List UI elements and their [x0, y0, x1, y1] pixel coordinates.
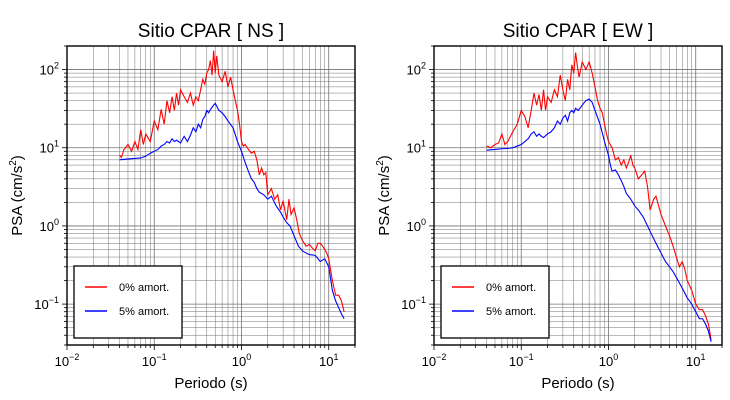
chart-title: Sitio CPAR [ NS ]: [138, 21, 284, 42]
x-tick-exp: 1: [333, 352, 338, 362]
legend: 0% amort. 5% amort.: [73, 265, 183, 339]
x-tick-exp: 0: [613, 352, 618, 362]
x-tick-exp: −2: [436, 352, 446, 362]
x-tick-exp: 0: [246, 352, 251, 362]
y-axis-label-close: ): [376, 155, 393, 160]
y-axis-label-sup: 2: [375, 160, 386, 166]
x-axis-label: Periodo (s): [174, 375, 247, 392]
x-tick-exp: −2: [69, 352, 79, 362]
series-line-0pct: [119, 50, 345, 312]
y-tick-exp: 0: [421, 217, 426, 227]
legend-label: 0% amort.: [486, 282, 536, 294]
y-tick-base: 10: [407, 219, 421, 234]
y-tick-exp: −1: [416, 295, 426, 305]
y-tick-label: 101: [407, 139, 426, 156]
chart-panel-1: Sitio CPAR [ EW ]10−2 10−1 100 10110−110010…: [375, 21, 723, 392]
y-tick-base: 10: [40, 219, 54, 234]
x-tick-base: 10: [686, 354, 700, 369]
x-tick-label: 10−2: [422, 352, 447, 369]
x-tick-base: 10: [319, 354, 333, 369]
y-tick-exp: −1: [49, 295, 59, 305]
plot-frame: [66, 45, 356, 346]
y-tick-label: 10−1: [34, 295, 59, 312]
legend-label: 5% amort.: [119, 306, 169, 318]
x-tick-label: 101: [319, 352, 338, 369]
y-tick-base: 10: [40, 63, 54, 78]
y-tick-label: 10−1: [401, 295, 426, 312]
x-tick-label: 100: [599, 352, 618, 369]
y-axis-label: PSA (cm/s2): [375, 155, 393, 236]
x-tick-base: 10: [55, 354, 69, 369]
x-tick-label: 10−2: [55, 352, 80, 369]
y-tick-label: 102: [407, 61, 426, 78]
y-tick-exp: 2: [421, 61, 426, 71]
x-tick-exp: −1: [523, 352, 533, 362]
x-tick-exp: 1: [700, 352, 705, 362]
x-tick-base: 10: [509, 354, 523, 369]
x-tick-base: 10: [422, 354, 436, 369]
y-axis-label-main: PSA (cm/s: [376, 166, 393, 236]
y-tick-exp: 2: [54, 61, 59, 71]
x-tick-label: 10−1: [509, 352, 534, 369]
y-tick-base: 10: [34, 297, 48, 312]
x-tick-base: 10: [232, 354, 246, 369]
series-line-5pct: [119, 102, 345, 320]
y-tick-base: 10: [407, 63, 421, 78]
x-tick-base: 10: [142, 354, 156, 369]
y-axis-label-main: PSA (cm/s: [9, 166, 26, 236]
chart-panel-0: Sitio CPAR [ NS ]10−2 10−1 100 10110−110010…: [8, 21, 356, 392]
y-tick-base: 10: [401, 297, 415, 312]
y-axis-label-sup: 2: [8, 160, 19, 166]
y-tick-label: 100: [40, 217, 59, 234]
x-tick-label: 10−1: [142, 352, 167, 369]
x-tick-exp: −1: [156, 352, 166, 362]
y-axis-label: PSA (cm/s2): [8, 155, 26, 236]
x-tick-label: 101: [686, 352, 705, 369]
plot-frame: [433, 45, 723, 346]
y-tick-exp: 0: [54, 217, 59, 227]
y-tick-exp: 1: [421, 139, 426, 149]
legend-box: [73, 265, 183, 339]
x-axis-label: Periodo (s): [541, 375, 614, 392]
series-line-0pct: [486, 52, 712, 340]
y-tick-exp: 1: [54, 139, 59, 149]
legend-label: 0% amort.: [119, 282, 169, 294]
x-tick-base: 10: [599, 354, 613, 369]
chart-title: Sitio CPAR [ EW ]: [503, 21, 654, 42]
legend-label: 5% amort.: [486, 306, 536, 318]
y-tick-base: 10: [407, 141, 421, 156]
series-line-5pct: [486, 98, 712, 342]
legend-box: [440, 265, 550, 339]
y-tick-label: 102: [40, 61, 59, 78]
y-tick-label: 101: [40, 139, 59, 156]
y-tick-base: 10: [40, 141, 54, 156]
x-tick-label: 100: [232, 352, 251, 369]
legend: 0% amort. 5% amort.: [440, 265, 550, 339]
y-axis-label-close: ): [9, 155, 26, 160]
y-tick-label: 100: [407, 217, 426, 234]
